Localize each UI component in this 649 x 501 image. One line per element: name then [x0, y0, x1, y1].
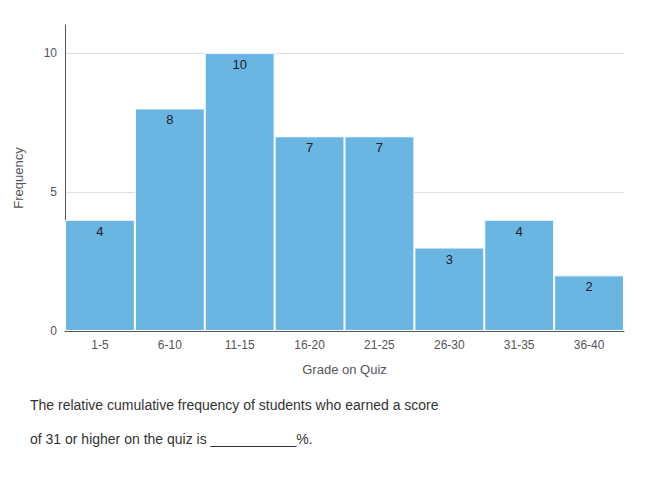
- svg-text:10: 10: [232, 57, 246, 72]
- svg-text:of 31 or higher on the quiz is: of 31 or higher on the quiz is _________…: [30, 431, 320, 447]
- svg-text:26-30: 26-30: [434, 338, 465, 352]
- svg-text:10: 10: [44, 46, 58, 60]
- svg-text:16-20: 16-20: [294, 338, 325, 352]
- svg-text:Grade on Quiz: Grade on Quiz: [302, 362, 387, 377]
- svg-text:3: 3: [446, 252, 453, 267]
- svg-text:1-5: 1-5: [91, 338, 109, 352]
- svg-text:31-35: 31-35: [504, 338, 535, 352]
- svg-text:The relative cumulative freque: The relative cumulative frequency of stu…: [30, 397, 439, 413]
- svg-text:2: 2: [585, 279, 592, 294]
- svg-text:11-15: 11-15: [225, 338, 255, 352]
- svg-text:4: 4: [516, 224, 523, 239]
- svg-text:4: 4: [96, 224, 103, 239]
- svg-text:Frequency: Frequency: [11, 147, 26, 209]
- svg-text:7: 7: [306, 140, 313, 155]
- svg-text:7: 7: [376, 140, 383, 155]
- svg-text:6-10: 6-10: [158, 338, 182, 352]
- svg-text:5: 5: [50, 185, 57, 199]
- svg-text:21-25: 21-25: [364, 338, 395, 352]
- svg-text:0: 0: [50, 324, 57, 338]
- svg-text:36-40: 36-40: [574, 338, 605, 352]
- svg-text:8: 8: [166, 112, 173, 127]
